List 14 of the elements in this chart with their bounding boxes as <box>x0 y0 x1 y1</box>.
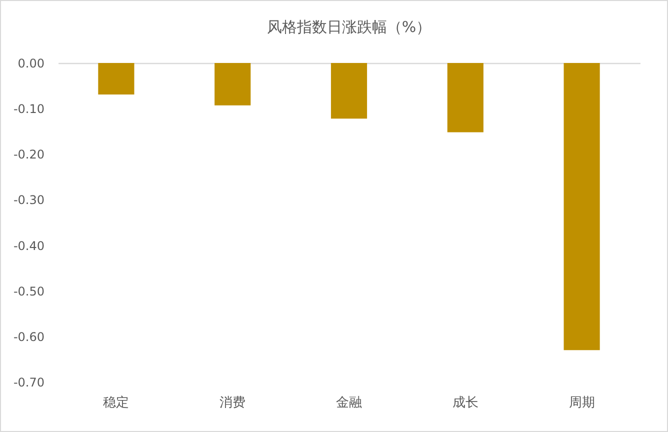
y-tick-label: -0.70 <box>13 376 44 390</box>
x-tick-label: 稳定 <box>103 396 130 410</box>
x-tick-label: 周期 <box>568 396 595 410</box>
chart-title: 风格指数日涨跌幅（%） <box>266 18 432 36</box>
x-tick-label: 成长 <box>452 396 478 410</box>
y-tick-label: -0.20 <box>13 148 44 162</box>
x-tick-label: 金融 <box>336 396 362 410</box>
y-tick-label: -0.60 <box>13 330 44 344</box>
y-tick-label: 0.00 <box>18 56 44 70</box>
y-tick-label: -0.50 <box>13 284 44 298</box>
y-tick-label: -0.30 <box>13 193 44 208</box>
y-tick-label: -0.10 <box>13 102 44 116</box>
x-tick-label: 消费 <box>220 396 246 410</box>
y-tick-label: -0.40 <box>13 238 44 253</box>
